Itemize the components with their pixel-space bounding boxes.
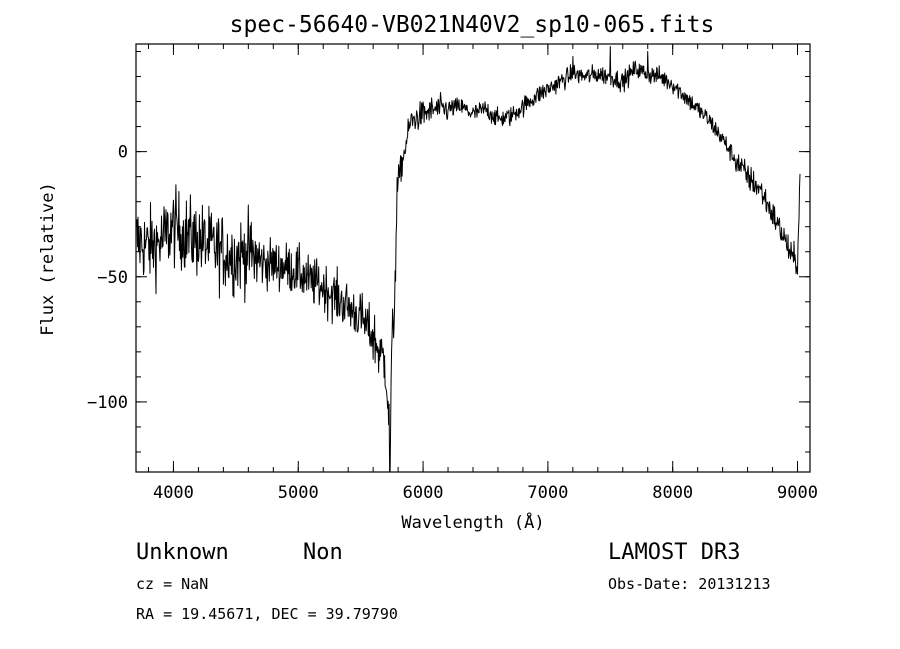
x-axis-label: Wavelength (Å) <box>401 511 544 533</box>
plot-frame <box>135 43 811 473</box>
survey-label: LAMOST DR3 <box>608 540 740 565</box>
x-tick-label: 5000 <box>278 483 319 503</box>
chart-title: spec-56640-VB021N40V2_sp10-065.fits <box>230 12 715 38</box>
x-tick-label: 8000 <box>652 483 693 503</box>
object-class-label: Unknown <box>136 540 229 565</box>
axis-ticks <box>136 44 810 472</box>
y-tick-label: −50 <box>97 268 128 288</box>
obs-date-label: Obs-Date: 20131213 <box>608 575 771 593</box>
x-tick-label: 6000 <box>403 483 444 503</box>
x-tick-label: 9000 <box>777 483 818 503</box>
spectrum-line <box>135 46 801 473</box>
coordinates-label: RA = 19.45671, DEC = 39.79790 <box>136 605 398 623</box>
y-tick-label: 0 <box>118 143 128 163</box>
x-tick-label: 4000 <box>153 483 194 503</box>
subclass-label: Non <box>303 540 343 565</box>
y-axis-label: Flux (relative) <box>38 182 58 336</box>
redshift-label: cz = NaN <box>136 575 208 593</box>
x-tick-label: 7000 <box>527 483 568 503</box>
axis-tick-labels: 4000 5000 6000 7000 8000 9000 0 −50 −100 <box>87 143 818 503</box>
y-tick-label: −100 <box>87 393 128 413</box>
